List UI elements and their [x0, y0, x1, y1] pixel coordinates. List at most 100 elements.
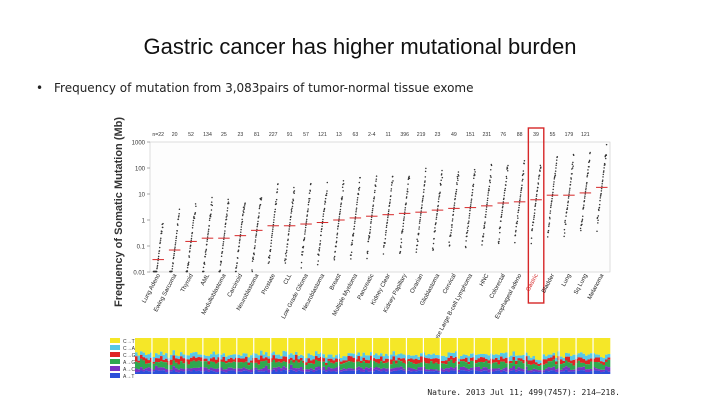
spectrum-segment	[540, 360, 543, 364]
spectrum-segment	[257, 369, 261, 372]
spectrum-segment	[195, 361, 198, 368]
data-point	[538, 174, 541, 177]
spectrum-segment	[502, 338, 506, 354]
spectrum-segment	[315, 359, 318, 368]
data-point	[486, 203, 488, 206]
spectrum-segment	[137, 369, 141, 372]
spectrum-segment	[282, 366, 286, 370]
data-point	[597, 215, 600, 217]
spectrum-segment	[160, 367, 163, 371]
data-point	[419, 216, 422, 219]
data-point	[209, 215, 212, 218]
spectrum-segment	[495, 370, 498, 374]
spectrum-segment	[145, 338, 148, 355]
spectrum-segment	[462, 358, 466, 362]
spectrum-segment	[255, 369, 258, 374]
spectrum-segment	[277, 366, 281, 370]
spectrum-segment	[352, 362, 356, 369]
spectrum-segment	[597, 370, 601, 374]
spectrum-segment	[257, 355, 261, 360]
data-point	[407, 178, 410, 180]
data-point	[600, 194, 602, 196]
data-point	[514, 234, 517, 236]
data-point	[320, 230, 323, 233]
spectrum-segment	[255, 357, 258, 363]
data-point	[309, 197, 311, 200]
spectrum-segment	[250, 360, 253, 363]
spectrum-segment	[245, 338, 248, 354]
spectrum-segment	[380, 353, 383, 357]
spectrum-segment	[202, 367, 206, 372]
spectrum-segment	[392, 356, 396, 361]
spectrum-segment	[585, 338, 588, 356]
spectrum-segment	[435, 338, 438, 356]
spectrum-segment	[315, 338, 318, 352]
data-point	[303, 237, 306, 239]
spectrum-segment	[265, 352, 268, 358]
spectrum-segment	[152, 363, 156, 370]
spectrum-segment	[290, 353, 293, 358]
spectrum-segment	[507, 372, 511, 374]
spectrum-segment	[485, 338, 488, 355]
spectrum-segment	[432, 338, 436, 354]
data-point	[514, 241, 516, 244]
spectrum-segment	[572, 369, 576, 372]
data-point	[305, 224, 307, 226]
data-point	[206, 238, 209, 241]
spectrum-segment	[432, 371, 436, 374]
legend-swatch	[110, 352, 120, 357]
spectrum-segment	[292, 362, 296, 369]
spectrum-segment	[362, 369, 366, 372]
data-point	[157, 257, 160, 260]
spectrum-segment	[225, 360, 228, 364]
spectrum-segment	[432, 358, 436, 364]
spectrum-segment	[350, 368, 353, 371]
spectrum-segment	[455, 361, 458, 367]
data-point	[239, 233, 242, 236]
data-point	[407, 183, 409, 185]
spectrum-segment	[435, 369, 438, 371]
spectrum-segment	[297, 362, 301, 369]
spectrum-segment	[545, 338, 548, 357]
spectrum-segment	[385, 362, 388, 369]
spectrum-segment	[400, 358, 403, 362]
data-point	[156, 264, 159, 267]
spectrum-segment	[205, 361, 208, 368]
data-point	[211, 196, 213, 199]
spectrum-segment	[187, 370, 191, 374]
category-label: Thyroid	[180, 273, 195, 293]
data-point	[240, 228, 242, 231]
spectrum-segment	[247, 362, 251, 366]
spectrum-segment	[587, 369, 591, 372]
data-point	[305, 222, 307, 224]
data-point	[355, 213, 357, 216]
data-point	[548, 223, 550, 226]
spectrum-segment	[515, 360, 518, 365]
data-point	[367, 240, 370, 243]
data-point	[523, 159, 526, 162]
sample-count-label: 23	[435, 132, 441, 138]
spectrum-segment	[300, 371, 303, 374]
data-point	[273, 219, 275, 221]
data-point	[342, 179, 345, 182]
data-point	[434, 230, 436, 232]
data-point	[188, 255, 190, 257]
data-point	[240, 223, 243, 226]
data-point	[373, 196, 376, 198]
data-point	[552, 188, 554, 191]
spectrum-segment	[537, 370, 541, 373]
spectrum-segment	[445, 360, 448, 365]
data-point	[158, 246, 161, 249]
spectrum-segment	[292, 368, 296, 371]
data-point	[270, 242, 272, 244]
spectrum-segment	[192, 356, 196, 361]
spectrum-segment	[335, 358, 338, 363]
spectrum-segment	[192, 338, 196, 353]
spectrum-segment	[285, 356, 288, 362]
spectrum-segment	[480, 338, 483, 354]
sample-count-label: 151	[466, 132, 475, 138]
data-point	[350, 251, 353, 253]
spectrum-segment	[360, 367, 363, 372]
spectrum-segment	[202, 355, 206, 359]
data-point	[549, 212, 551, 214]
